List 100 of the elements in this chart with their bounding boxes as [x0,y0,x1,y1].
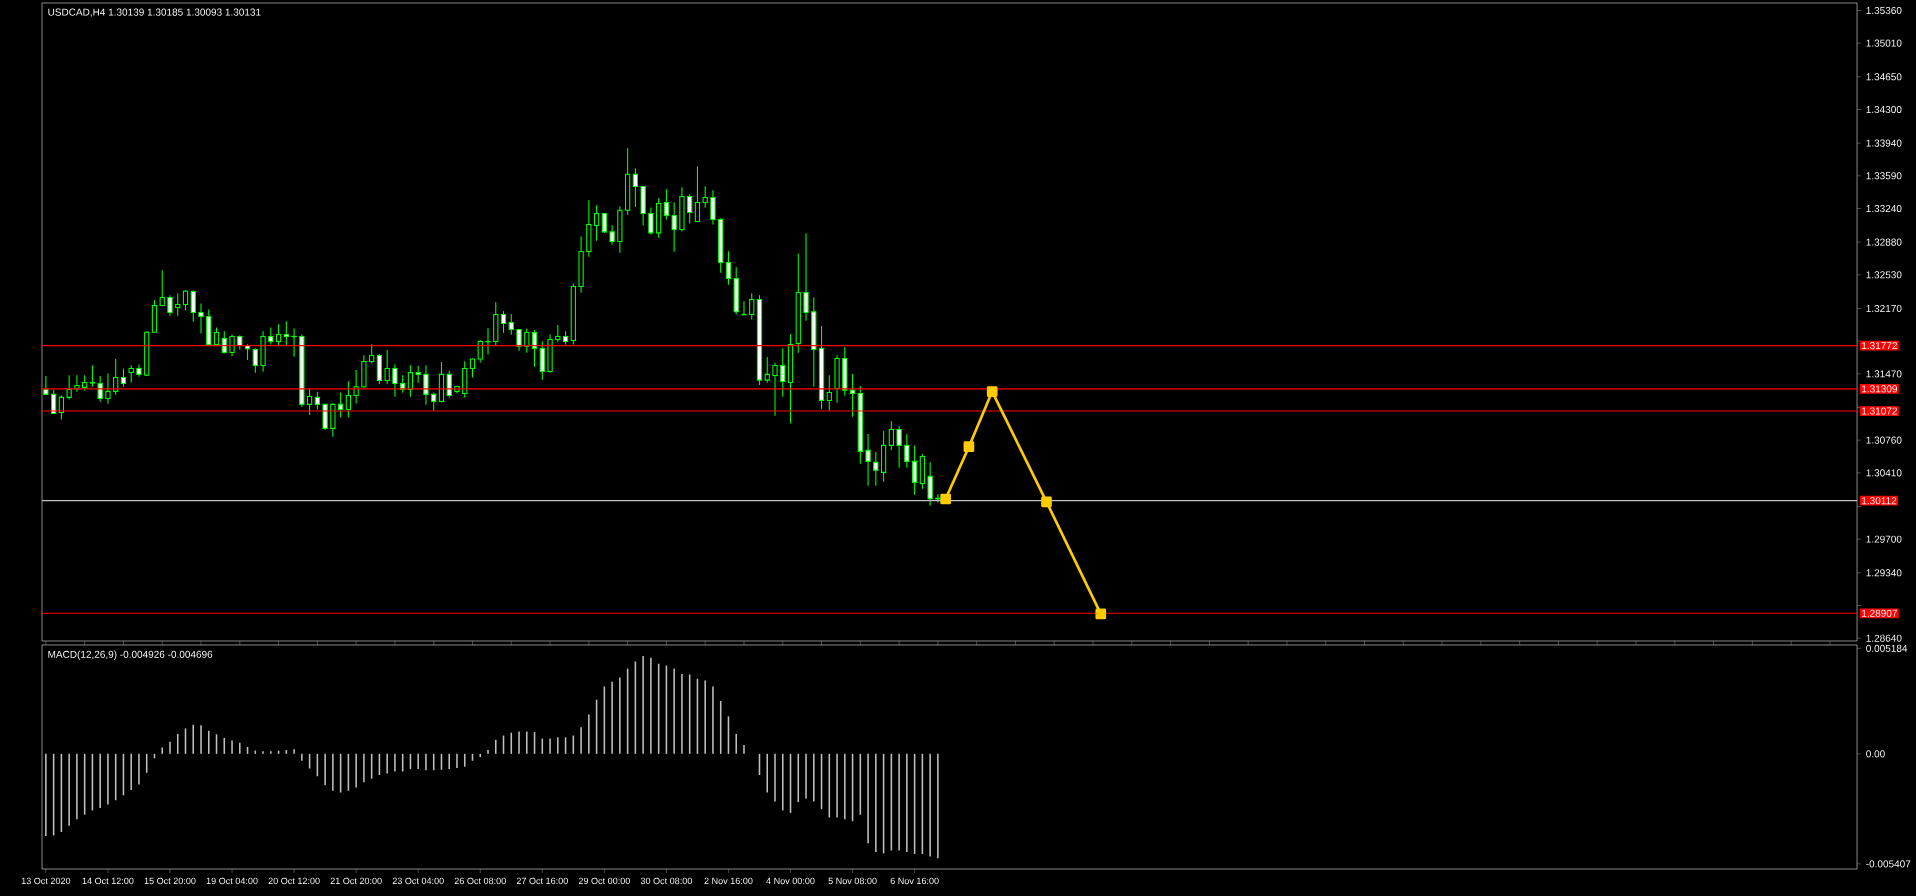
candlestick [485,327,491,355]
chart-title: USDCAD,H4 1.30139 1.30185 1.30093 1.30131 [48,8,261,17]
candlestick [702,185,708,209]
candlestick [252,347,258,374]
point [1041,496,1052,508]
candlestick [888,420,894,451]
x-tick-label: 6 Nov 16:00 [890,877,939,885]
y-tick-label: 1.30410 [1866,469,1902,477]
y-tick-label: 0.00 [1866,750,1885,758]
candlestick [593,204,600,242]
candlestick [531,329,538,368]
candlestick [159,269,165,307]
ref-line-label: 1.30112 [1862,497,1897,505]
candlestick [89,364,96,388]
x-tick-label: 5 Nov 08:00 [828,877,877,885]
y-tick-label: 1.33240 [1866,204,1902,213]
candlestick [671,201,677,253]
candlestick [539,340,545,381]
candlestick [423,364,429,406]
x-tick-label: 26 Oct 08:00 [454,877,506,885]
candlestick [935,493,941,504]
candlestick [601,213,607,234]
candlestick [687,193,693,225]
y-tick-label: 1.29700 [1866,535,1902,543]
y-tick-label: 1.35360 [1866,6,1902,15]
candlestick [524,327,530,354]
candlestick [446,370,452,398]
x-tick-label: 23 Oct 04:00 [392,877,444,885]
y-tick-label: 1.29340 [1866,569,1902,577]
candlestick [275,323,282,346]
y-tick-label: 1.32880 [1866,238,1902,246]
candlestick [330,402,336,438]
candlestick [392,363,398,398]
candlestick [306,387,313,416]
candlestick [66,374,72,400]
candlestick [291,327,297,358]
point [940,493,951,505]
candlestick [904,433,910,469]
y-tick-label: 1.32170 [1866,304,1902,312]
candlestick [167,294,173,317]
candlestick [873,451,879,487]
x-tick-label: 20 Oct 12:00 [268,877,320,885]
candlestick [663,188,670,221]
candlestick [322,403,328,431]
candlestick [384,349,390,385]
candlestick [648,207,654,236]
candlestick [431,391,437,412]
x-tick-label: 19 Oct 04:00 [206,877,258,885]
candlestick [345,380,352,418]
y-tick-label: 1.28640 [1866,634,1902,642]
y-tick-label: 1.32530 [1866,271,1902,279]
y-tick-label: 1.30760 [1866,436,1902,444]
candlestick [849,373,856,418]
candlestick [105,372,111,405]
candlestick [865,433,871,487]
candlestick [826,374,832,412]
y-tick-label: 1.33940 [1866,139,1902,147]
x-tick-label: 29 Oct 00:00 [578,877,630,885]
candlestick [803,232,809,322]
y-tick-label: 1.35010 [1866,39,1902,47]
ref-line-label: 1.31309 [1862,385,1897,393]
candlestick [694,165,701,223]
candlestick [198,302,204,335]
x-tick-label: 27 Oct 16:00 [516,877,568,885]
x-tick-label: 4 Nov 00:00 [766,877,815,885]
candlestick [710,189,716,226]
candlestick [175,292,181,317]
candlestick [772,362,778,417]
candlestick [725,250,732,286]
point [986,386,998,397]
y-tick-label: 1.34650 [1866,73,1902,81]
candlestick [120,367,127,388]
candlestick [896,425,902,469]
ref-line-label: 1.31772 [1862,342,1897,350]
text: MACD(12,26,9) -0.004926 -0.004696 [48,650,213,660]
x-tick-label: 15 Oct 20:00 [144,877,196,885]
candlestick [369,343,375,365]
candlestick [338,391,344,418]
x-tick-label: 30 Oct 08:00 [640,877,692,885]
candlestick [136,363,142,378]
x-tick-label: 2 Nov 16:00 [704,877,753,885]
candlestick [632,167,639,208]
candlestick [609,224,615,246]
x-tick-label: 21 Oct 20:00 [330,877,382,885]
candlestick [182,289,189,311]
candlestick [749,292,755,321]
candlestick [741,300,747,316]
ref-line-label: 1.28907 [1862,609,1897,617]
candlestick [469,357,476,379]
candlestick [508,313,514,336]
x-tick-label: 13 Oct 2020 [21,877,71,885]
y-tick-label: 0.005184 [1866,644,1908,652]
point [963,441,975,453]
y-tick-label: 1.31470 [1866,370,1902,378]
candlestick [927,461,933,507]
candlestick [764,356,770,384]
y-tick-label: -0.005407 [1866,860,1911,868]
y-tick-label: 1.34300 [1866,105,1902,114]
y-tick-label: 1.33590 [1866,172,1902,180]
point [1095,608,1107,620]
